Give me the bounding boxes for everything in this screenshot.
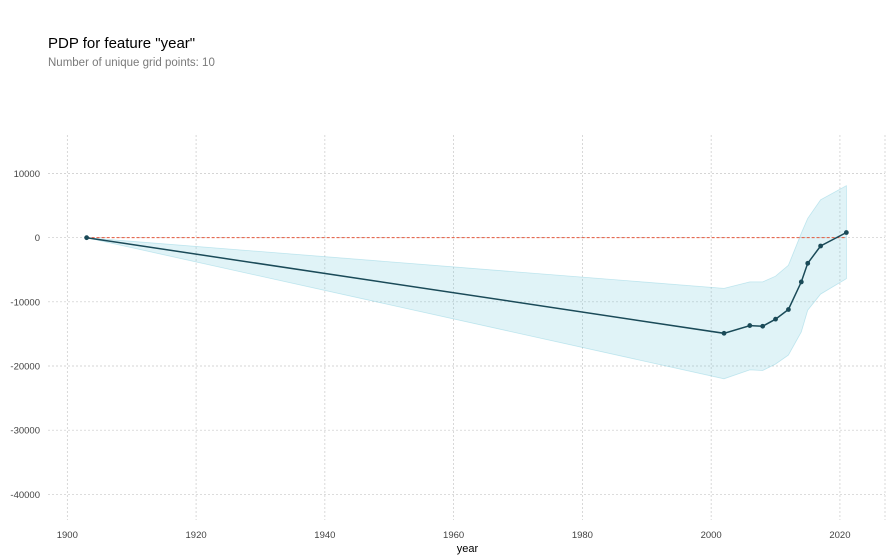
chart-subtitle: Number of unique grid points: 10: [48, 57, 215, 69]
y-tick-label: -40000: [10, 490, 40, 501]
y-tick-label: -10000: [10, 297, 40, 308]
pdp-point: [843, 230, 849, 235]
grid-layer: [48, 135, 886, 520]
x-tick-label: 1900: [57, 530, 78, 541]
x-tick-label: 2000: [701, 530, 722, 541]
y-tick-label: 0: [35, 233, 40, 244]
x-tick-label: 1940: [314, 530, 335, 541]
pdp-point: [773, 316, 778, 322]
chart-title: PDP for feature "year": [48, 35, 196, 52]
y-tick-label: 10000: [14, 169, 40, 180]
pdp-point: [760, 323, 766, 329]
tick-label-layer: 1900 1920 1940 1960 1980 2000 2020 10000 0 -10000…: [10, 169, 850, 541]
pdp-point: [721, 330, 727, 336]
pdp-point: [786, 307, 791, 312]
confidence-band: [86, 185, 847, 380]
pdp-point: [818, 243, 824, 249]
x-tick-label: 2020: [829, 530, 850, 541]
x-axis-label: year: [457, 543, 479, 555]
x-tick-label: 1920: [186, 530, 207, 541]
pdp-line: [86, 231, 847, 335]
pdp-point: [805, 260, 811, 266]
pdp-marker-layer: [84, 230, 849, 336]
pdp-line-layer: [86, 231, 847, 335]
confidence-band-layer: [86, 185, 847, 380]
pdp-point: [747, 323, 753, 328]
x-tick-label: 1980: [572, 530, 593, 541]
x-tick-label: 1960: [443, 530, 464, 541]
y-tick-label: -30000: [10, 426, 40, 437]
pdp-point: [84, 235, 90, 241]
pdp-point: [798, 279, 804, 285]
y-tick-label: -20000: [10, 362, 40, 373]
